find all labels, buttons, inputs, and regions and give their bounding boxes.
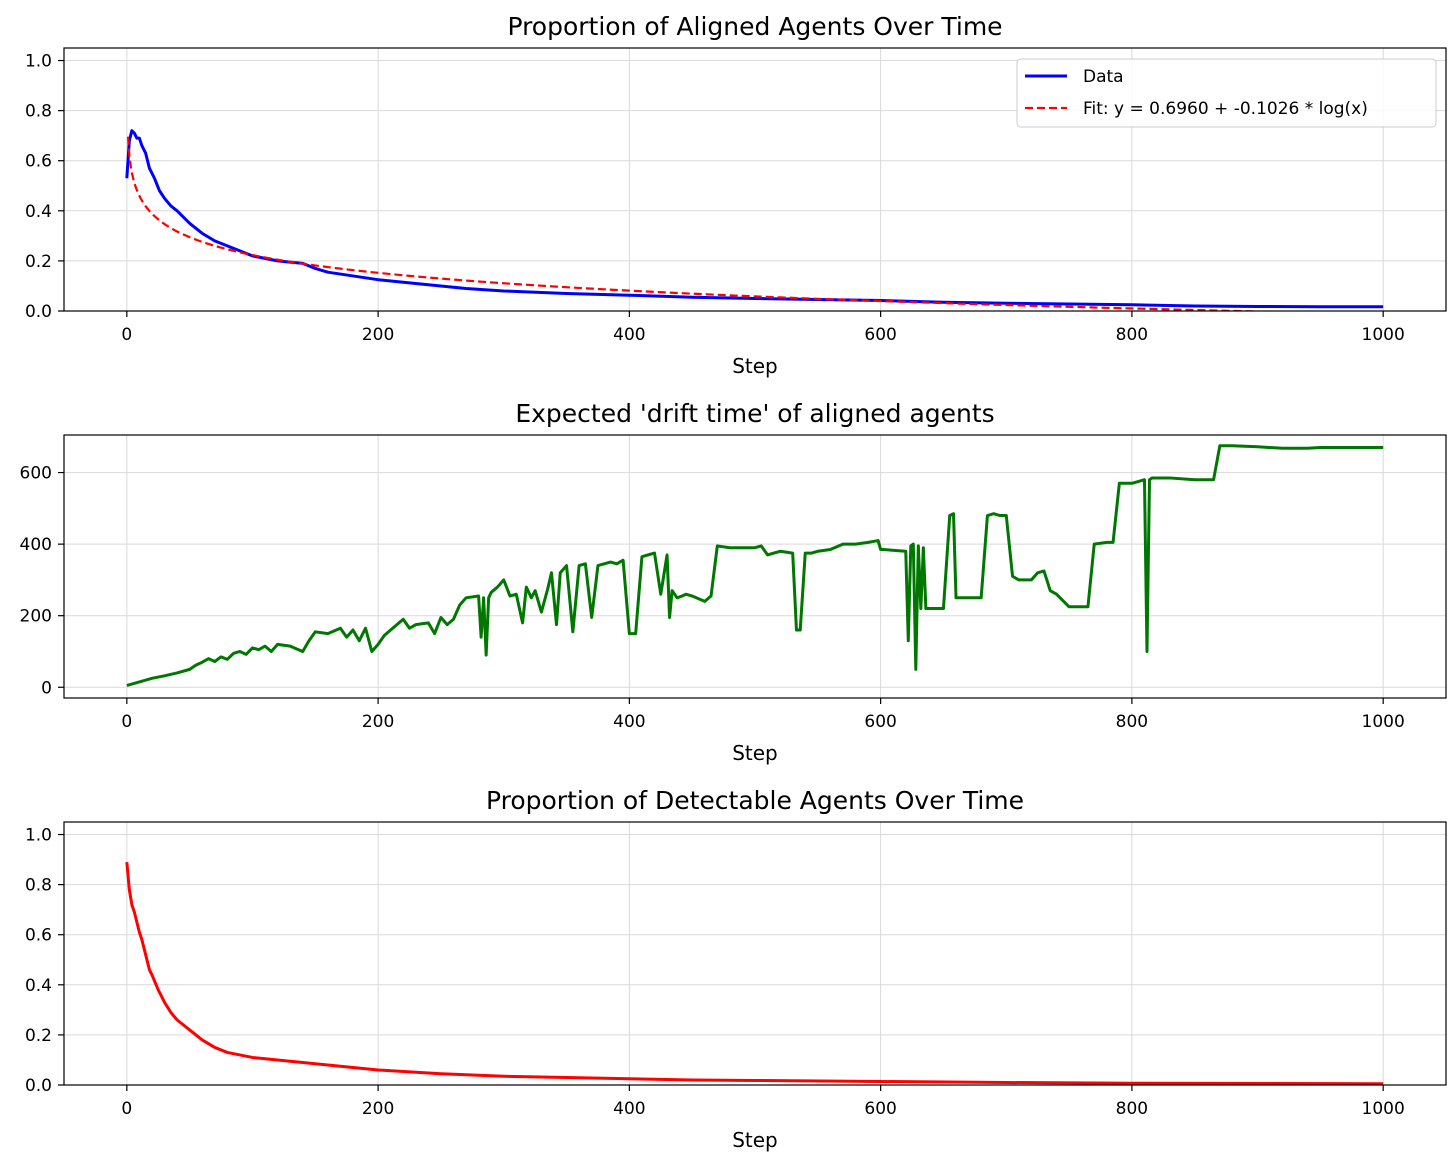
y-tick-label: 600	[20, 464, 52, 484]
x-tick-label: 1000	[1362, 1099, 1405, 1119]
y-tick-label: 0.6	[25, 152, 52, 172]
series-layer	[125, 861, 1384, 1085]
y-tick-label: 0.4	[25, 202, 52, 222]
x-axis-label: Step	[732, 741, 778, 765]
ticks: 0 200 400 600 800 1000 0 200 400 600	[20, 464, 1405, 732]
chart-aligned-agents: 0 200 400 600 800 1000 0.0 0.2 0.4 0.6 0.8 1.0 Prop…	[25, 12, 1447, 378]
ticks: 0 200 400 600 800 1000 0.0 0.2 0.4 0.6 0.8 1.0	[25, 826, 1405, 1119]
x-tick-label: 0	[121, 1099, 132, 1119]
series-line-1	[126, 444, 1384, 687]
chart-title: Expected 'drift time' of aligned agents	[515, 399, 994, 428]
y-tick-label: 0.6	[25, 926, 52, 946]
x-tick-label: 1000	[1362, 712, 1405, 732]
y-tick-label: 0.0	[25, 302, 52, 322]
legend-box	[1016, 58, 1437, 128]
series-layer	[125, 129, 1384, 311]
x-tick-label: 0	[121, 325, 132, 345]
x-tick-label: 800	[1116, 325, 1148, 345]
chart-drift-time: 0 200 400 600 800 1000 0 200 400 600 Expected 'dr…	[20, 399, 1447, 765]
x-tick-label: 800	[1116, 1099, 1148, 1119]
y-tick-label: 0.8	[25, 102, 52, 122]
grid	[64, 435, 1446, 698]
y-tick-label: 0.0	[25, 1076, 52, 1096]
x-tick-label: 600	[864, 1099, 896, 1119]
grid	[64, 822, 1446, 1086]
x-tick-label: 200	[362, 1099, 394, 1119]
x-axis-label: Step	[732, 1128, 778, 1152]
plot-frame	[63, 434, 1447, 699]
y-tick-label: 1.0	[25, 826, 52, 846]
series-layer	[126, 444, 1384, 687]
y-tick-label: 0	[41, 678, 52, 698]
chart-title: Proportion of Aligned Agents Over Time	[507, 12, 1002, 41]
y-tick-label: 400	[20, 535, 52, 555]
ticks: 0 200 400 600 800 1000 0.0 0.2 0.4 0.6 0.8 1.0	[25, 52, 1405, 345]
series-line-1	[125, 129, 1384, 309]
x-tick-label: 800	[1116, 712, 1148, 732]
x-tick-label: 200	[362, 325, 394, 345]
y-tick-label: 0.4	[25, 976, 52, 996]
x-tick-label: 200	[362, 712, 394, 732]
x-tick-label: 0	[121, 712, 132, 732]
x-tick-label: 600	[864, 325, 896, 345]
y-tick-label: 1.0	[25, 52, 52, 72]
legend-label: Data	[1083, 67, 1124, 87]
y-tick-label: 0.2	[25, 252, 52, 272]
y-tick-label: 0.2	[25, 1026, 52, 1046]
series-line-1	[125, 861, 1384, 1085]
chart-title: Proportion of Detectable Agents Over Tim…	[486, 786, 1024, 815]
x-tick-label: 400	[613, 1099, 645, 1119]
plot-frame	[63, 821, 1447, 1086]
x-tick-label: 400	[613, 712, 645, 732]
x-tick-label: 600	[864, 712, 896, 732]
x-tick-label: 1000	[1362, 325, 1405, 345]
legend: Data Fit: y = 0.6960 + -0.1026 * log(x)	[1016, 58, 1437, 128]
plot-frame	[63, 47, 1447, 312]
x-axis-label: Step	[732, 354, 778, 378]
x-tick-label: 400	[613, 325, 645, 345]
legend-label: Fit: y = 0.6960 + -0.1026 * log(x)	[1083, 99, 1368, 119]
y-tick-label: 0.8	[25, 876, 52, 896]
y-tick-label: 200	[20, 607, 52, 627]
chart-detectable-agents: 0 200 400 600 800 1000 0.0 0.2 0.4 0.6 0.8 1.0 Prop…	[25, 786, 1447, 1152]
series-line-2	[126, 136, 1286, 311]
